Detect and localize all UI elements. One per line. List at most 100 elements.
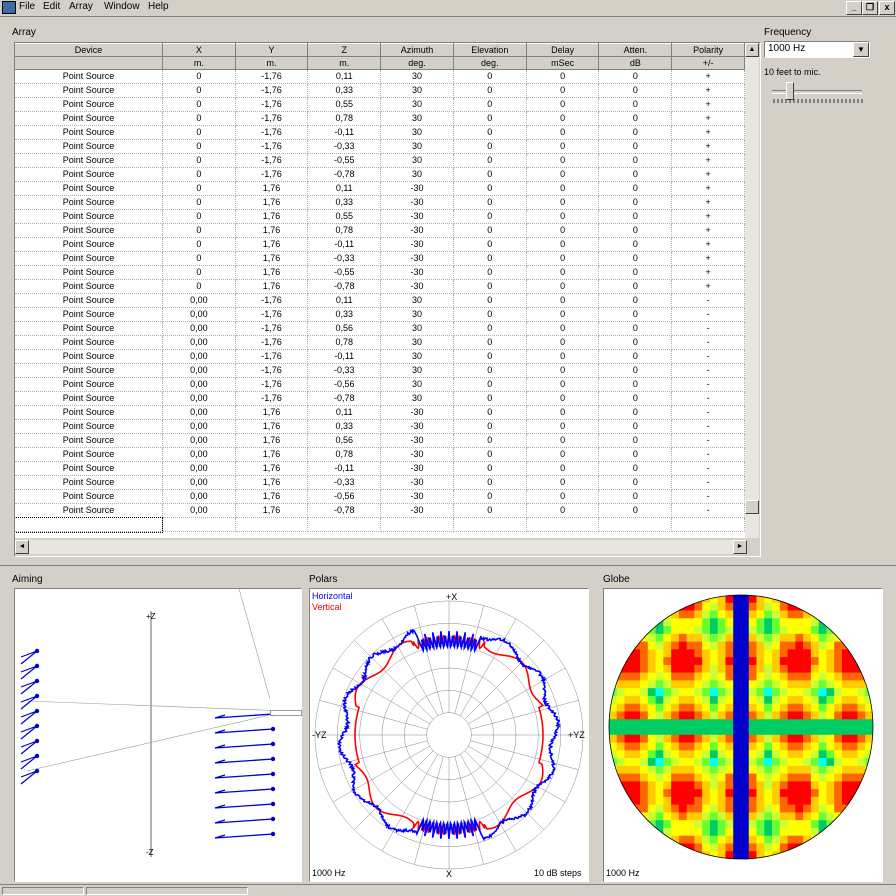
distance-slider-track[interactable] bbox=[772, 90, 862, 94]
table-cell[interactable]: -30 bbox=[380, 209, 454, 224]
table-row[interactable]: Point Source 0,00 -1,76 0,11 30 0 0 0- bbox=[15, 293, 745, 308]
table-cell[interactable]: -30 bbox=[380, 265, 454, 280]
table-cell[interactable]: + bbox=[671, 167, 745, 182]
table-cell[interactable]: 0,00 bbox=[162, 335, 236, 350]
table-cell[interactable]: -30 bbox=[380, 447, 454, 462]
table-cell[interactable]: 0 bbox=[453, 167, 527, 182]
table-cell[interactable]: - bbox=[671, 461, 745, 476]
table-cell[interactable]: 30 bbox=[380, 293, 454, 308]
table-cell[interactable]: - bbox=[671, 335, 745, 350]
table-row[interactable]: Point Source 0 -1,76 -0,55 30 0 0 0 + bbox=[15, 153, 745, 168]
table-cell-empty[interactable] bbox=[307, 517, 382, 532]
minimize-button[interactable]: _ bbox=[846, 1, 862, 15]
table-cell[interactable]: 1,76 bbox=[235, 503, 309, 518]
table-cell[interactable]: Point Source bbox=[15, 349, 163, 364]
table-cell[interactable]: 0 bbox=[453, 321, 527, 336]
table-cell[interactable]: + bbox=[671, 139, 745, 154]
table-cell[interactable]: 0 bbox=[453, 97, 527, 112]
table-cell[interactable]: Point Source bbox=[15, 153, 163, 168]
table-cell[interactable]: 0 bbox=[598, 349, 673, 364]
table-cell[interactable]: 0 bbox=[526, 363, 600, 378]
table-cell[interactable]: 0 bbox=[453, 237, 527, 252]
table-cell[interactable]: 0,33 bbox=[307, 195, 382, 210]
table-cell[interactable]: Point Source bbox=[15, 419, 163, 434]
menu-window[interactable]: Window bbox=[104, 1, 140, 12]
table-cell[interactable]: 0 bbox=[526, 167, 600, 182]
table-cell[interactable]: 0 bbox=[453, 209, 527, 224]
table-cell[interactable]: -1,76 bbox=[235, 111, 309, 126]
table-cell[interactable]: 0 bbox=[526, 447, 600, 462]
table-cell[interactable]: 0,00 bbox=[162, 475, 236, 490]
table-row[interactable]: Point Source 0 1,76 0,78 -30 0 0 0 + bbox=[15, 223, 745, 238]
table-cell[interactable]: + bbox=[671, 153, 745, 168]
table-cell[interactable]: -1,76 bbox=[235, 293, 309, 308]
column-header[interactable]: Device bbox=[15, 43, 163, 57]
table-cell[interactable]: + bbox=[671, 223, 745, 238]
table-cell[interactable]: 0,33 bbox=[307, 83, 382, 98]
table-cell[interactable]: 0,56 bbox=[307, 321, 382, 336]
table-cell-empty[interactable] bbox=[671, 517, 745, 532]
table-row[interactable]: Point Source 0,00 1,76 0,78 -30 0 0 0- bbox=[15, 447, 745, 462]
table-cell[interactable]: 0 bbox=[526, 377, 600, 392]
table-cell[interactable]: 0,11 bbox=[307, 405, 382, 420]
column-header[interactable]: Y bbox=[235, 43, 309, 57]
table-cell[interactable]: Point Source bbox=[15, 363, 163, 378]
table-cell[interactable]: -1,76 bbox=[235, 139, 309, 154]
table-cell[interactable]: -30 bbox=[380, 251, 454, 266]
table-cell[interactable]: -1,76 bbox=[235, 125, 309, 140]
table-cell[interactable]: 0 bbox=[162, 279, 236, 294]
table-cell[interactable]: 0,00 bbox=[162, 391, 236, 406]
table-cell[interactable]: 0 bbox=[598, 195, 673, 210]
table-cell[interactable]: -30 bbox=[380, 279, 454, 294]
table-cell[interactable]: -0,55 bbox=[307, 153, 382, 168]
table-cell[interactable]: Point Source bbox=[15, 69, 163, 84]
table-cell[interactable]: -30 bbox=[380, 223, 454, 238]
table-cell[interactable]: Point Source bbox=[15, 195, 163, 210]
table-cell[interactable]: 0 bbox=[598, 461, 673, 476]
table-cell[interactable]: 0 bbox=[598, 167, 673, 182]
table-cell[interactable]: 0 bbox=[526, 503, 600, 518]
table-cell[interactable]: + bbox=[671, 195, 745, 210]
table-cell[interactable]: 0 bbox=[453, 489, 527, 504]
menu-edit[interactable]: Edit bbox=[43, 1, 61, 12]
table-cell[interactable]: Point Source bbox=[15, 475, 163, 490]
table-row[interactable]: Point Source 0,00 1,76 0,33 -30 0 0 0- bbox=[15, 419, 745, 434]
table-cell[interactable]: 0 bbox=[598, 363, 673, 378]
table-row[interactable]: Point Source 0,00 -1,76 0,78 30 0 0 0- bbox=[15, 335, 745, 350]
table-cell[interactable]: -1,76 bbox=[235, 83, 309, 98]
table-cell[interactable]: - bbox=[671, 377, 745, 392]
table-cell[interactable]: 0 bbox=[598, 209, 673, 224]
table-cell[interactable]: 0 bbox=[526, 125, 600, 140]
table-cell[interactable]: 0,11 bbox=[307, 69, 382, 84]
table-cell[interactable]: -0,33 bbox=[307, 251, 382, 266]
chevron-down-icon[interactable]: ▼ bbox=[853, 42, 869, 57]
table-cell[interactable]: 1,76 bbox=[235, 475, 309, 490]
table-cell[interactable]: 1,76 bbox=[235, 251, 309, 266]
table-cell[interactable]: 0,00 bbox=[162, 307, 236, 322]
table-cell[interactable]: 0 bbox=[453, 125, 527, 140]
table-cell[interactable]: 0 bbox=[598, 503, 673, 518]
table-cell[interactable]: Point Source bbox=[15, 265, 163, 280]
table-cell[interactable]: - bbox=[671, 405, 745, 420]
table-cell[interactable]: 0 bbox=[526, 489, 600, 504]
table-row[interactable]: Point Source 0 1,76 -0,78 -30 0 0 0 + bbox=[15, 279, 745, 294]
table-row[interactable]: Point Source 0 -1,76 0,55 30 0 0 0 + bbox=[15, 97, 745, 112]
close-button[interactable]: x bbox=[879, 1, 895, 15]
table-cell[interactable]: 0,00 bbox=[162, 433, 236, 448]
table-cell[interactable]: 0 bbox=[162, 125, 236, 140]
table-cell[interactable]: 0 bbox=[162, 69, 236, 84]
table-cell[interactable]: 0 bbox=[526, 321, 600, 336]
table-cell[interactable]: 1,76 bbox=[235, 461, 309, 476]
table-row[interactable]: Point Source 0,00 -1,76 -0,56 30 0 0 0- bbox=[15, 377, 745, 392]
table-cell[interactable]: -0,33 bbox=[307, 475, 382, 490]
table-cell[interactable]: - bbox=[671, 363, 745, 378]
table-cell[interactable]: - bbox=[671, 475, 745, 490]
table-cell[interactable]: 0,00 bbox=[162, 419, 236, 434]
table-cell[interactable]: 0 bbox=[526, 279, 600, 294]
table-cell[interactable]: 0 bbox=[162, 167, 236, 182]
table-row[interactable]: Point Source 0 1,76 0,11 -30 0 0 0 + bbox=[15, 181, 745, 196]
table-cell[interactable]: 0 bbox=[598, 69, 673, 84]
table-cell[interactable]: Point Source bbox=[15, 223, 163, 238]
table-cell[interactable]: - bbox=[671, 321, 745, 336]
table-cell[interactable]: 0 bbox=[598, 475, 673, 490]
